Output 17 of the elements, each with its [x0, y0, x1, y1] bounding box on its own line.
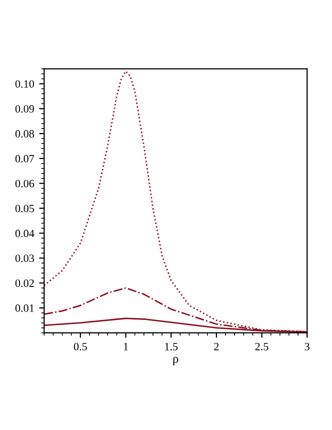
- x-tick-label: 1: [124, 342, 128, 350]
- x-tick-label: 2: [214, 342, 219, 350]
- x-tick-label: 2.5: [255, 342, 268, 350]
- x-tick-label: 3: [304, 342, 310, 350]
- x-tick-label: 1.5: [165, 342, 178, 350]
- y-tick-label: 0.01: [15, 304, 34, 312]
- y-tick-label: 0.09: [15, 105, 34, 113]
- y-tick-label: 0.08: [15, 130, 34, 138]
- y-tick-label: 0.03: [15, 254, 34, 262]
- x-axis-title: ρ: [173, 356, 178, 366]
- x-tick-label: 0.5: [74, 342, 87, 350]
- y-tick-label: 0.07: [15, 154, 34, 162]
- y-tick-label: 0.02: [15, 279, 34, 288]
- y-tick-label: 0.05: [15, 204, 34, 212]
- y-tick-label: 0.04: [15, 230, 34, 238]
- y-tick-label: 0.06: [15, 180, 34, 188]
- y-tick-label: 0.10: [15, 80, 34, 88]
